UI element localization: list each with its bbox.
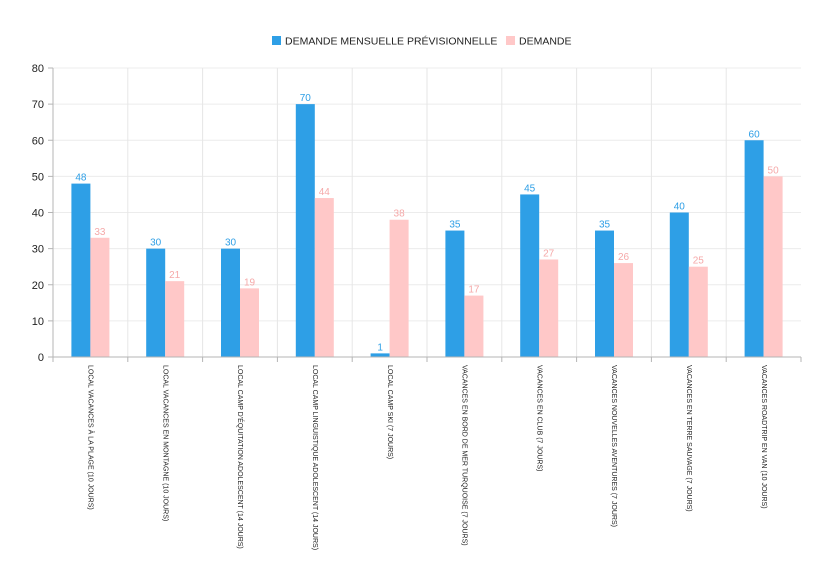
legend-swatch-demand (506, 36, 515, 45)
data-label-forecast: 70 (300, 93, 312, 104)
data-label-demand: 26 (618, 252, 630, 263)
data-label-forecast: 45 (524, 183, 536, 194)
data-label-forecast: 48 (75, 173, 87, 184)
data-label-forecast: 35 (449, 220, 461, 231)
bar-demand (314, 198, 334, 357)
bar-demand (614, 263, 633, 357)
bar-demand (240, 288, 259, 357)
y-tick-label: 10 (32, 316, 44, 328)
x-tick-label: LOCAL CAMP LINGUISTIQUE ADOLESCENT (14 J… (311, 365, 318, 550)
data-labels: 48 33 30 21 30 19 70 44 1 38 35 17 45 27 35 26 40 25 60 50 (75, 93, 779, 353)
data-label-demand: 44 (319, 187, 331, 198)
data-label-forecast: 35 (599, 220, 611, 231)
bar-demand (90, 237, 110, 357)
y-tick-label: 30 (32, 244, 44, 256)
bar-forecast (221, 248, 240, 357)
bar-forecast (146, 248, 166, 357)
bar-demand (389, 219, 409, 357)
data-label-forecast: 1 (377, 342, 383, 353)
legend-label-demand: DEMANDE (519, 36, 572, 48)
x-tick-label: VACANCES EN BORD DE MER TURQUOISE (7 JOU… (461, 365, 468, 546)
data-label-demand: 17 (468, 285, 480, 296)
bars (71, 104, 783, 357)
y-tick-label: 40 (32, 208, 44, 220)
x-tick-label: LOCAL VACANCES EN MONTAGNE (10 JOURS) (161, 365, 168, 521)
chart-legend: DEMANDE MENSUELLE PRÉVISIONNELLE DEMANDE (272, 35, 572, 48)
data-label-forecast: 60 (749, 129, 761, 140)
grid-lines (53, 67, 801, 357)
x-tick-label: VACANCES EN TERRE SAUVAGE (7 JOURS) (685, 365, 692, 512)
data-label-demand: 33 (94, 227, 106, 238)
y-axis: 0 10 20 30 40 50 60 70 80 (32, 63, 54, 364)
y-tick-label: 60 (32, 135, 44, 147)
x-tick-label: VACANCES NOUVELLES AVENTURES (7 JOURS) (610, 365, 617, 527)
x-tick-label: LOCAL VACANCES À LA PLAGE (10 JOURS) (87, 365, 96, 510)
bar-forecast (370, 353, 390, 357)
data-label-demand: 38 (394, 209, 406, 220)
bar-forecast (295, 104, 315, 357)
data-label-demand: 25 (693, 256, 705, 267)
bar-forecast (595, 230, 614, 357)
data-label-demand: 19 (244, 277, 256, 288)
y-tick-label: 50 (32, 171, 44, 183)
y-tick-label: 70 (32, 99, 44, 111)
x-tick-label: VACANCES EN CLUB (7 JOURS) (535, 365, 542, 471)
data-label-forecast: 30 (225, 238, 237, 249)
y-tick-label: 80 (32, 63, 44, 75)
x-tick-label: VACANCES ROADTRIP EN VAN (10 JOURS) (760, 365, 767, 509)
data-label-demand: 27 (543, 248, 555, 259)
bar-demand (539, 259, 559, 357)
y-tick-label: 0 (38, 352, 44, 364)
x-tick-label: LOCAL CAMP D'ÉQUITATION ADOLESCENT (14 J… (236, 365, 245, 549)
legend-swatch-forecast (272, 36, 281, 45)
legend-label-forecast: DEMANDE MENSUELLE PRÉVISIONNELLE (285, 35, 497, 48)
bar-demand (688, 266, 708, 357)
bar-forecast (520, 194, 540, 357)
data-label-demand: 21 (169, 270, 181, 281)
bar-forecast (744, 140, 764, 357)
x-tick-label: LOCAL CAMP SKI (7 JOURS) (386, 365, 393, 459)
bar-forecast (71, 183, 91, 357)
bar-forecast (445, 230, 465, 357)
bar-forecast (669, 212, 689, 357)
bar-demand (165, 281, 185, 357)
bar-demand (464, 295, 484, 357)
data-label-demand: 50 (768, 165, 780, 176)
data-label-forecast: 40 (674, 202, 686, 213)
bar-demand (763, 176, 783, 357)
y-tick-label: 20 (32, 280, 44, 292)
x-axis: LOCAL VACANCES À LA PLAGE (10 JOURS) LOCA… (52, 356, 802, 550)
data-label-forecast: 30 (150, 238, 162, 249)
